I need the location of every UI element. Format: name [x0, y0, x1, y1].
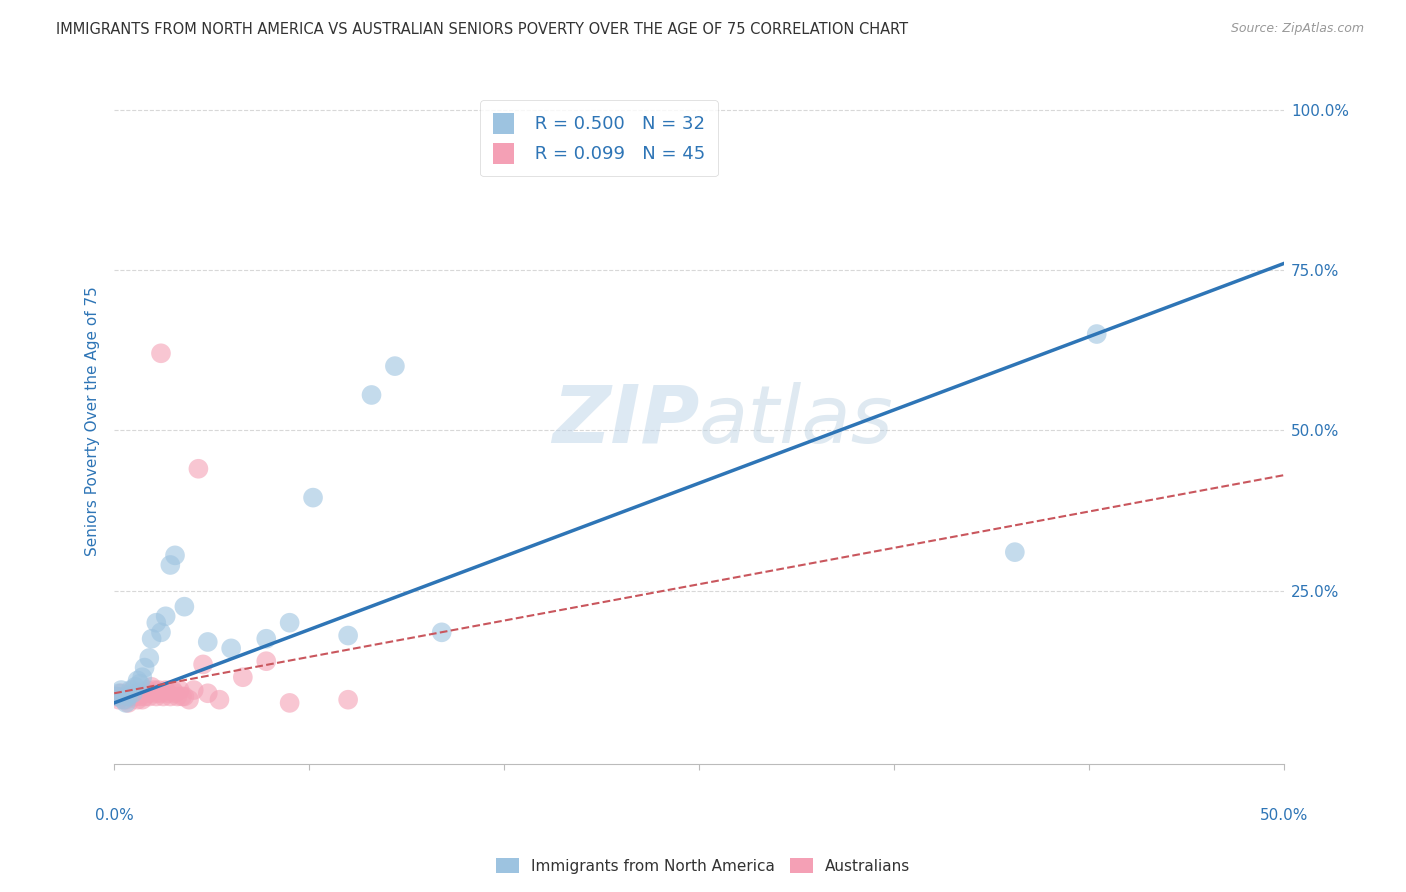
Point: [117, 690, 139, 704]
Point: [115, 692, 138, 706]
Point: [143, 683, 166, 698]
Point: [112, 690, 135, 704]
Point: [170, 690, 193, 704]
Point: [148, 683, 170, 698]
Point: [183, 683, 205, 698]
Point: [127, 686, 149, 700]
Point: [278, 615, 301, 630]
Point: [166, 690, 188, 704]
Point: [232, 670, 254, 684]
Point: [110, 686, 132, 700]
Point: [1085, 326, 1108, 341]
Point: [197, 686, 219, 700]
Point: [117, 696, 139, 710]
Point: [152, 690, 174, 704]
Point: [124, 680, 146, 694]
Point: [112, 692, 135, 706]
Point: [131, 686, 153, 700]
Point: [134, 690, 156, 704]
Point: [187, 462, 209, 476]
Point: [127, 692, 149, 706]
Point: [163, 686, 186, 700]
Point: [337, 628, 360, 642]
Point: [105, 690, 128, 704]
Point: [254, 632, 277, 646]
Point: [219, 641, 242, 656]
Point: [155, 683, 177, 698]
Point: [131, 670, 153, 684]
Point: [159, 690, 181, 704]
Point: [134, 660, 156, 674]
Legend: Immigrants from North America, Australians: Immigrants from North America, Australia…: [489, 852, 917, 880]
Point: [430, 625, 453, 640]
Point: [163, 549, 186, 563]
Point: [302, 491, 325, 505]
Point: [384, 359, 406, 373]
Point: [129, 676, 152, 690]
Point: [149, 686, 172, 700]
Text: Source: ZipAtlas.com: Source: ZipAtlas.com: [1230, 22, 1364, 36]
Point: [254, 654, 277, 668]
Legend:  R = 0.500   N = 32,  R = 0.099   N = 45: R = 0.500 N = 32, R = 0.099 N = 45: [479, 100, 717, 177]
Text: atlas: atlas: [699, 382, 894, 459]
Point: [136, 683, 159, 698]
Point: [131, 692, 153, 706]
Point: [177, 692, 200, 706]
Point: [169, 683, 191, 698]
Text: 0.0%: 0.0%: [94, 808, 134, 823]
Point: [138, 686, 160, 700]
Point: [156, 686, 179, 700]
Point: [141, 632, 163, 646]
Point: [115, 696, 138, 710]
Point: [1004, 545, 1026, 559]
Point: [155, 609, 177, 624]
Point: [129, 690, 152, 704]
Point: [108, 692, 131, 706]
Point: [124, 690, 146, 704]
Point: [159, 558, 181, 572]
Point: [108, 686, 131, 700]
Point: [141, 680, 163, 694]
Point: [122, 683, 145, 698]
Text: ZIP: ZIP: [551, 382, 699, 459]
Point: [120, 690, 142, 704]
Point: [162, 683, 184, 698]
Text: 50.0%: 50.0%: [1260, 808, 1308, 823]
Point: [127, 673, 149, 688]
Point: [360, 388, 382, 402]
Point: [122, 686, 145, 700]
Point: [145, 615, 167, 630]
Point: [337, 692, 360, 706]
Y-axis label: Seniors Poverty Over the Age of 75: Seniors Poverty Over the Age of 75: [86, 285, 100, 556]
Text: IMMIGRANTS FROM NORTH AMERICA VS AUSTRALIAN SENIORS POVERTY OVER THE AGE OF 75 C: IMMIGRANTS FROM NORTH AMERICA VS AUSTRAL…: [56, 22, 908, 37]
Point: [208, 692, 231, 706]
Point: [120, 683, 142, 698]
Point: [149, 625, 172, 640]
Point: [145, 686, 167, 700]
Point: [138, 690, 160, 704]
Point: [191, 657, 214, 672]
Point: [138, 651, 160, 665]
Point: [145, 690, 167, 704]
Point: [278, 696, 301, 710]
Point: [149, 346, 172, 360]
Point: [197, 635, 219, 649]
Point: [173, 690, 195, 704]
Point: [105, 690, 128, 704]
Point: [173, 599, 195, 614]
Point: [110, 683, 132, 698]
